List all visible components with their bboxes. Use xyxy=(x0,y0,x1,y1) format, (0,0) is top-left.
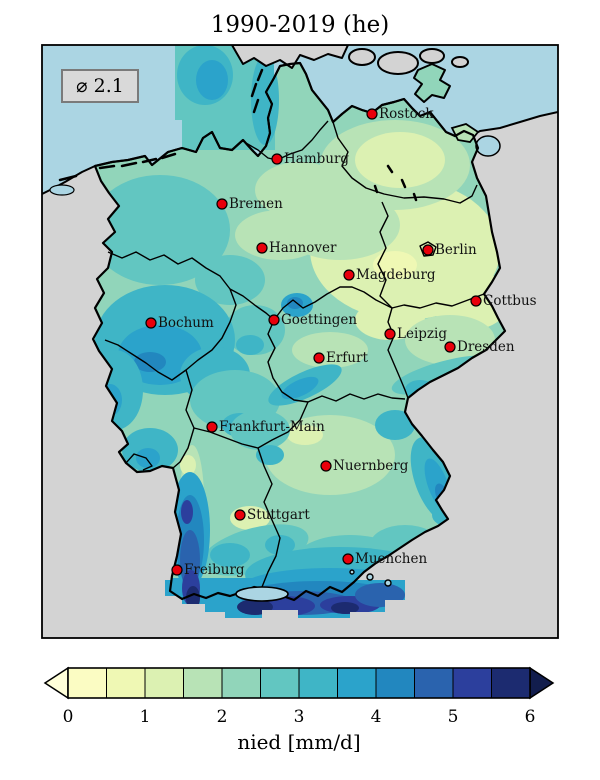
city-marker-leipzig xyxy=(384,328,396,340)
colorbar-tick-2: 2 xyxy=(217,707,228,727)
szczecin-lagoon xyxy=(475,135,501,157)
city-marker-berlin xyxy=(422,244,434,256)
colorbar xyxy=(43,666,555,700)
colorbar-tick-3: 3 xyxy=(294,707,305,727)
ruegen-island xyxy=(413,63,451,103)
colorbar-over-arrow xyxy=(529,666,555,700)
denmark xyxy=(231,45,469,75)
city-marker-dresden xyxy=(444,341,456,353)
city-marker-cottbus xyxy=(470,295,482,307)
city-label-leipzig: Leipzig xyxy=(397,326,447,342)
city-label-dresden: Dresden xyxy=(457,339,515,355)
colorbar-outline xyxy=(67,667,531,699)
colorbar-tick-1: 1 xyxy=(140,707,151,727)
colorbar-segment-2 xyxy=(144,667,184,699)
city-marker-stuttgart xyxy=(234,509,246,521)
city-label-erfurt: Erfurt xyxy=(326,350,368,366)
city-marker-goettingen xyxy=(268,314,280,326)
colorbar-segment-11 xyxy=(491,667,531,699)
map-frame xyxy=(41,44,559,639)
city-label-goettingen: Goettingen xyxy=(281,312,357,328)
lakes xyxy=(49,184,392,602)
city-marker-magdeburg xyxy=(343,269,355,281)
city-label-stuttgart: Stuttgart xyxy=(247,507,310,523)
colorbar-ticks: 0 1 2 3 4 5 6 xyxy=(63,707,536,727)
city-marker-bremen xyxy=(216,198,228,210)
mean-badge-text: ⌀ 2.1 xyxy=(76,75,124,97)
city-marker-nuernberg xyxy=(320,460,332,472)
colorbar-tick-6: 6 xyxy=(525,707,536,727)
city-label-nuernberg: Nuernberg xyxy=(333,458,409,474)
colorbar-segment-10 xyxy=(452,667,492,699)
coastal-islands xyxy=(58,68,418,202)
city-label-muenchen: Muenchen xyxy=(355,551,427,567)
city-label-cottbus: Cottbus xyxy=(483,293,537,309)
city-label-bochum: Bochum xyxy=(158,315,214,331)
mean-badge: ⌀ 2.1 xyxy=(61,69,139,103)
colorbar-segment-7 xyxy=(337,667,377,699)
city-marker-erfurt xyxy=(313,352,325,364)
lake-constance xyxy=(235,586,289,602)
city-label-rostock: Rostock xyxy=(379,106,434,122)
colorbar-segment-3 xyxy=(183,667,223,699)
city-marker-muenchen xyxy=(342,553,354,565)
city-label-hannover: Hannover xyxy=(269,240,337,256)
colorbar-under-arrow xyxy=(43,666,69,700)
state-borders xyxy=(104,120,485,588)
city-marker-rostock xyxy=(366,108,378,120)
city-label-frankfurt-main: Frankfurt-Main xyxy=(219,419,325,435)
colorbar-segment-4 xyxy=(221,667,261,699)
colorbar-tick-0: 0 xyxy=(63,707,74,727)
city-label-berlin: Berlin xyxy=(435,242,477,258)
colorbar-segment-0 xyxy=(67,667,107,699)
city-marker-frankfurt-main xyxy=(206,421,218,433)
map-canvas: Rostock Hamburg Bremen Hannover Berlin Magdeb… xyxy=(42,45,558,638)
city-label-hamburg: Hamburg xyxy=(284,151,349,167)
figure-title: 1990-2019 (he) xyxy=(211,12,390,38)
colorbar-segment-9 xyxy=(414,667,454,699)
colorbar-segment-5 xyxy=(260,667,300,699)
colorbar-segment-6 xyxy=(298,667,338,699)
city-marker-freiburg xyxy=(171,564,183,576)
colorbar-segment-1 xyxy=(106,667,146,699)
colorbar-segment-8 xyxy=(375,667,415,699)
city-markers: Rostock Hamburg Bremen Hannover Berlin Magdeb… xyxy=(145,106,537,578)
city-label-bremen: Bremen xyxy=(229,196,283,212)
colorbar-label: nied [mm/d] xyxy=(237,730,360,754)
city-label-freiburg: Freiburg xyxy=(184,562,245,578)
city-marker-hamburg xyxy=(271,153,283,165)
colorbar-tick-5: 5 xyxy=(448,707,459,727)
city-marker-hannover xyxy=(256,242,268,254)
colorbar-tick-4: 4 xyxy=(371,707,382,727)
city-marker-bochum xyxy=(145,317,157,329)
city-label-magdeburg: Magdeburg xyxy=(356,267,436,283)
